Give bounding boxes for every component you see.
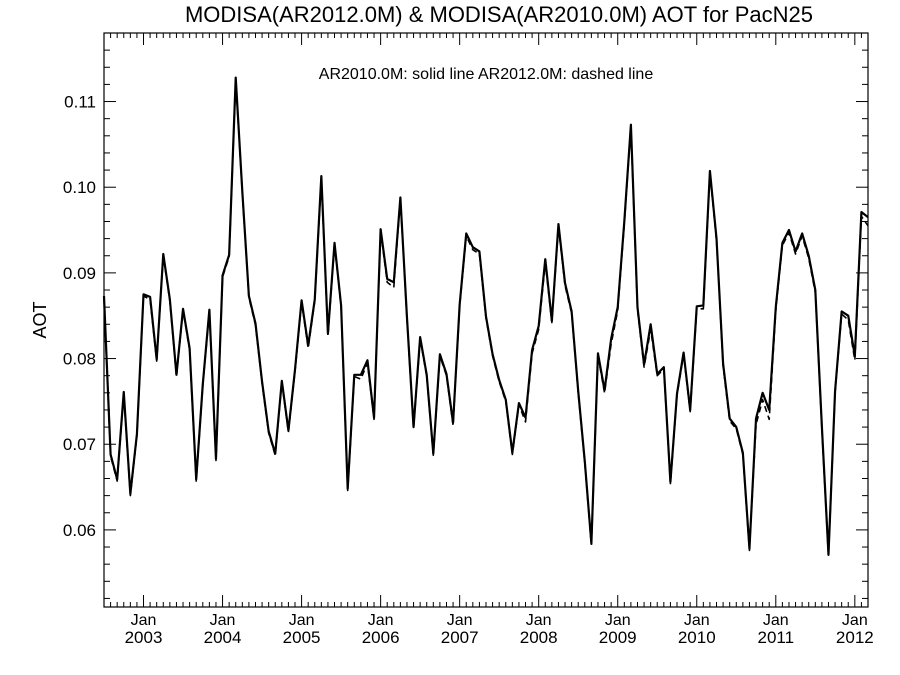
x-tick-month-label: Jan (447, 612, 473, 629)
series-line-ar2012-0m (103, 78, 869, 558)
x-tick-year-label: 2012 (836, 628, 874, 647)
x-tick-year-label: 2005 (283, 628, 321, 647)
x-tick-year-label: 2008 (520, 628, 558, 647)
x-axis-ticks: Jan2003Jan2004Jan2005Jan2006Jan2007Jan20… (103, 33, 874, 647)
x-tick-month-label: Jan (368, 612, 394, 629)
x-tick-month-label: Jan (289, 612, 315, 629)
y-axis-label: AOT (30, 301, 50, 338)
series-annotation: AR2010.0M: solid line AR2012.0M: dashed … (319, 66, 654, 83)
y-tick-label: 0.09 (63, 264, 96, 283)
x-tick-year-label: 2011 (758, 628, 795, 647)
x-tick-month-label: Jan (131, 612, 157, 629)
x-tick-month-label: Jan (210, 612, 236, 629)
x-tick-month-label: Jan (763, 612, 789, 629)
y-tick-label: 0.07 (63, 435, 96, 454)
x-tick-month-label: Jan (842, 612, 868, 629)
y-tick-label: 0.08 (63, 350, 96, 369)
x-tick-year-label: 2007 (441, 628, 479, 647)
chart-title: MODISA(AR2012.0M) & MODISA(AR2010.0M) AO… (185, 2, 813, 27)
x-tick-year-label: 2003 (125, 628, 163, 647)
x-tick-year-label: 2006 (362, 628, 400, 647)
y-axis-ticks: 0.06 0.07 0.08 0.09 0.10 0.11 (63, 32, 868, 599)
y-tick-label: 0.10 (63, 178, 96, 197)
x-tick-year-label: 2009 (599, 628, 637, 647)
y-tick-label: 0.06 (63, 521, 96, 540)
x-tick-month-label: Jan (526, 612, 552, 629)
x-tick-month-label: Jan (605, 612, 631, 629)
y-tick-label: 0.11 (64, 93, 96, 112)
x-tick-year-label: 2004 (204, 628, 242, 647)
series-lines (102, 76, 869, 558)
x-tick-year-label: 2010 (678, 628, 716, 647)
x-tick-month-label: Jan (684, 612, 710, 629)
